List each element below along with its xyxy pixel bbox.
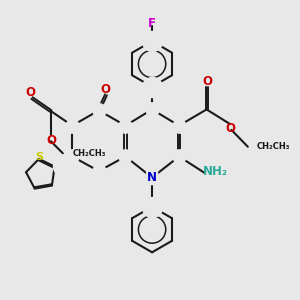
Text: NH₂: NH₂ [203,165,228,178]
Text: CH₂CH₃: CH₂CH₃ [72,149,106,158]
Text: O: O [100,83,110,96]
Text: F: F [148,17,156,30]
Text: S: S [35,152,43,162]
Text: O: O [26,86,35,99]
Text: O: O [226,122,236,135]
Text: O: O [47,134,57,147]
Text: O: O [202,75,212,88]
Text: N: N [147,171,157,184]
Text: CH₂CH₃: CH₂CH₃ [256,142,290,151]
